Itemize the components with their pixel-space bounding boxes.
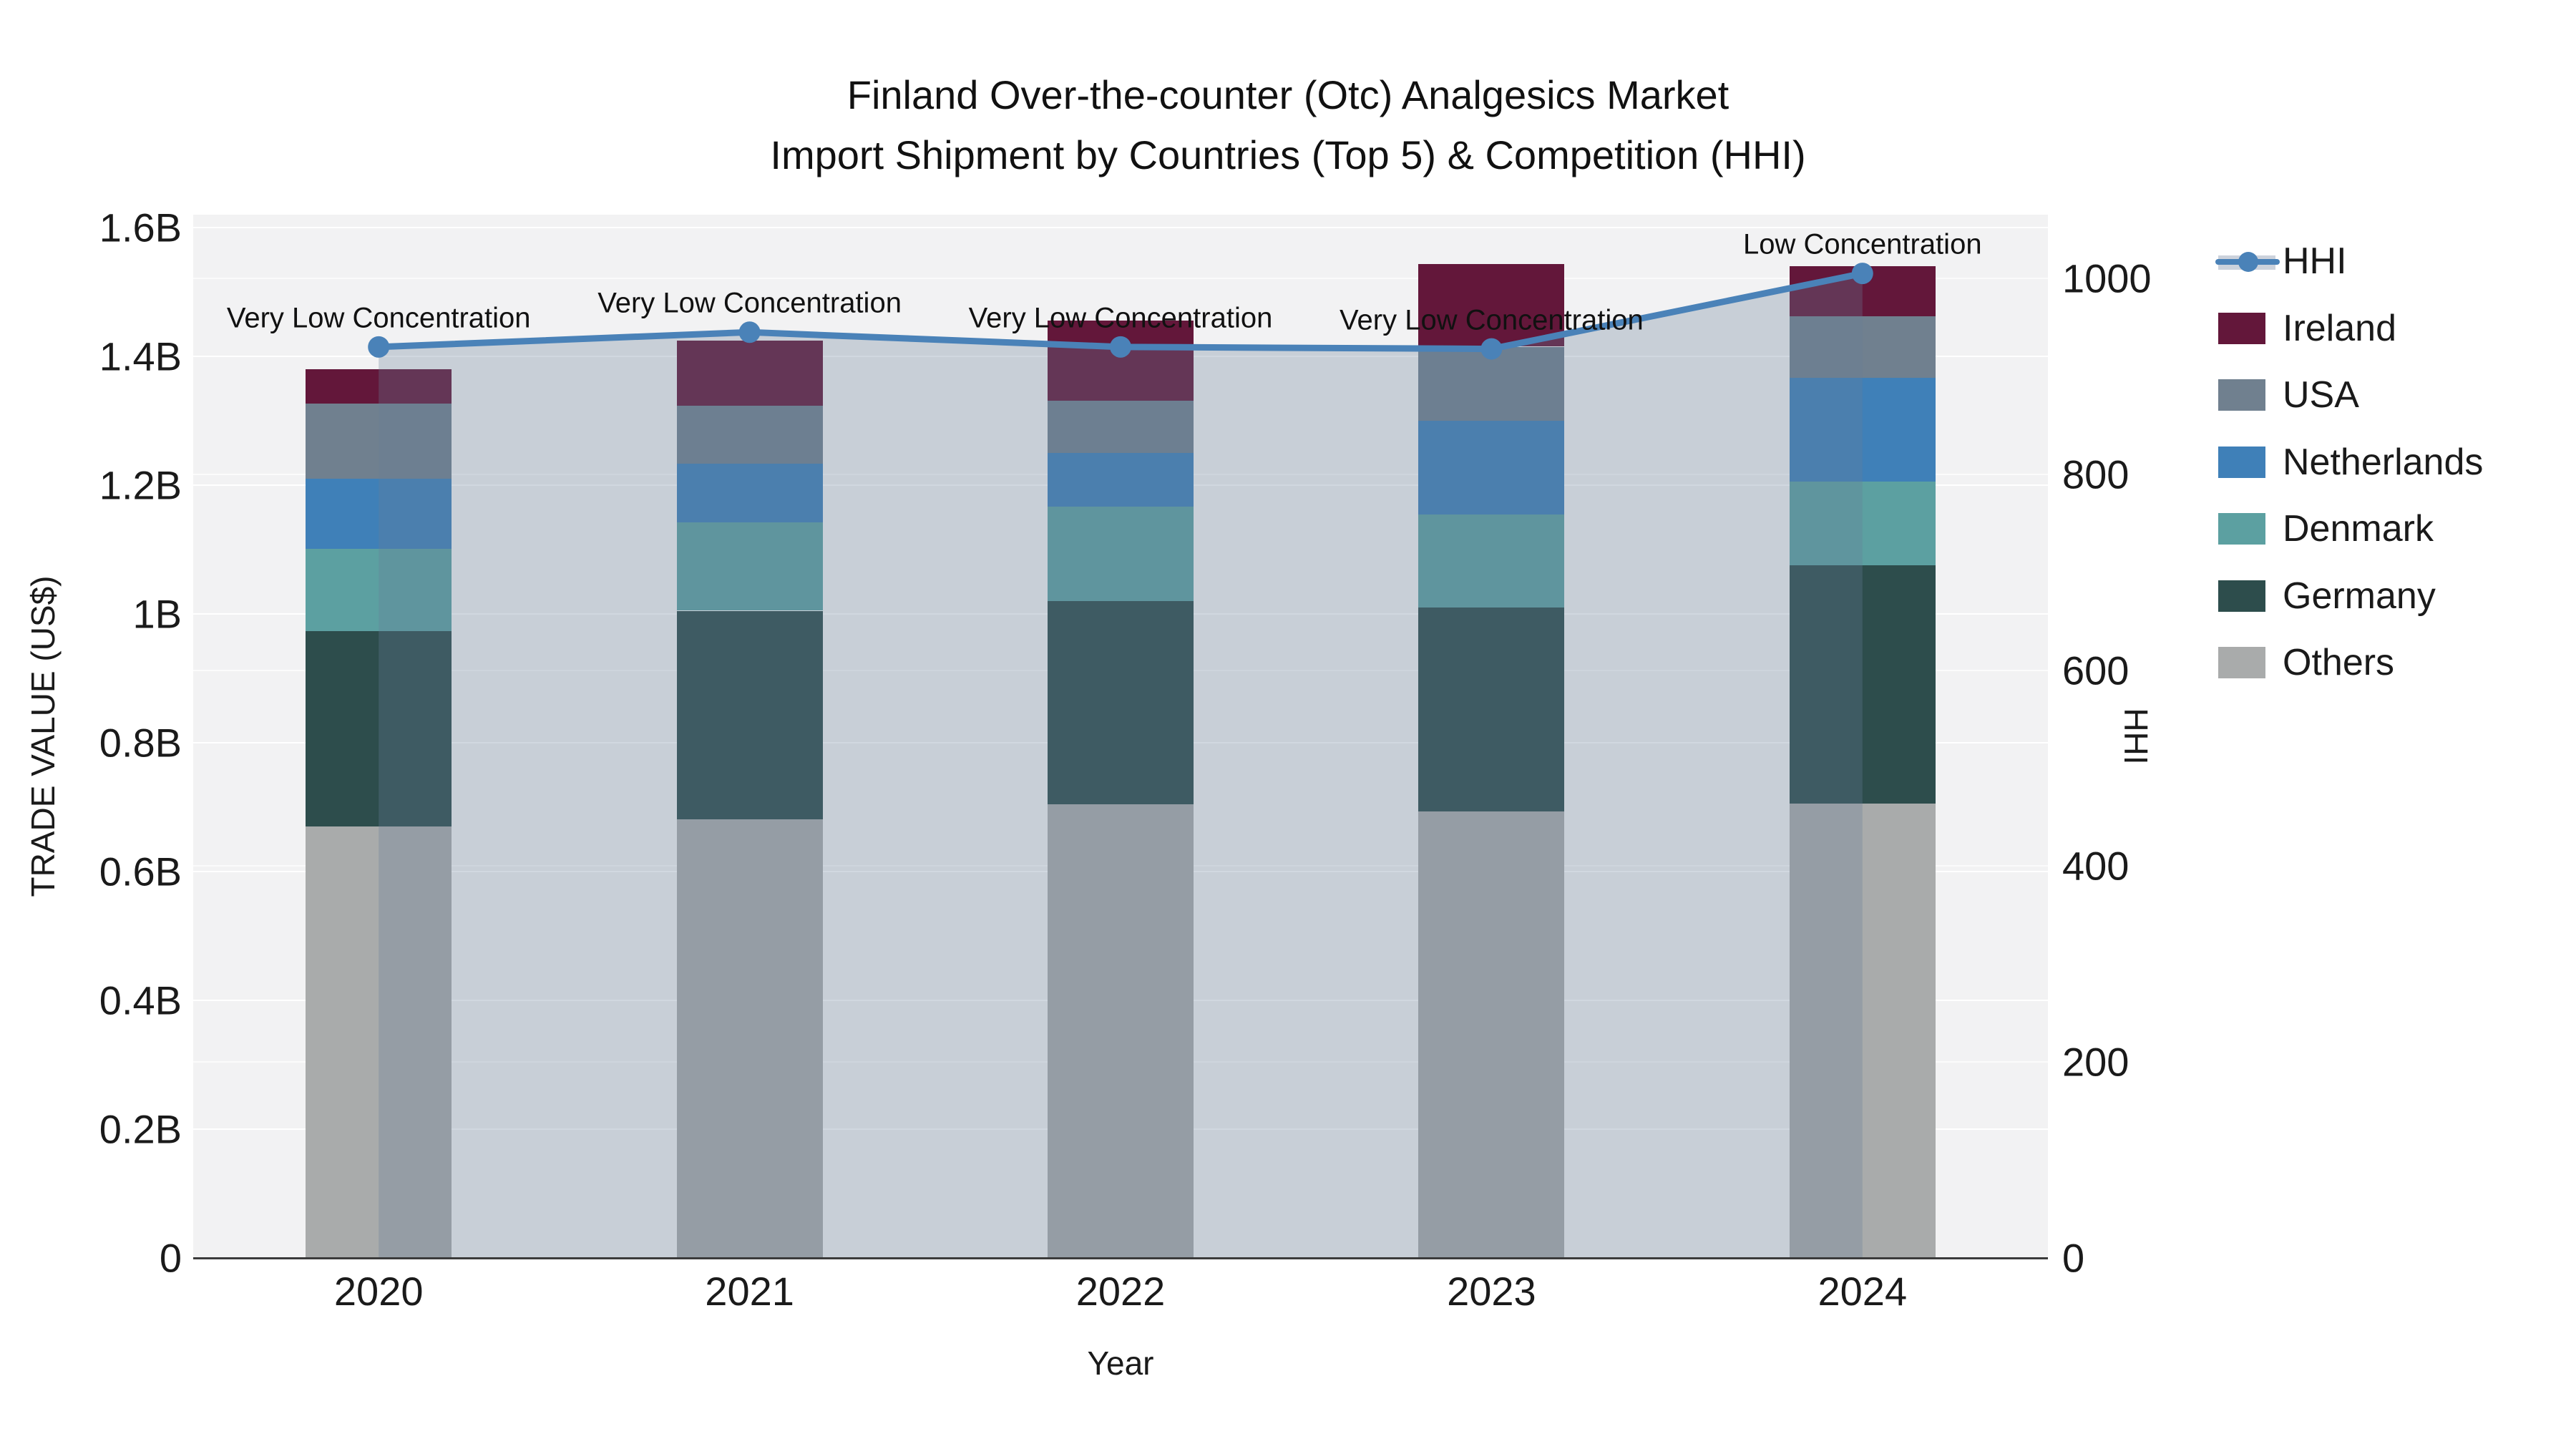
bar-segment-germany-2022 bbox=[1048, 601, 1194, 805]
bar-segment-usa-2021 bbox=[676, 406, 823, 464]
annotation-2023: Very Low Concentration bbox=[1340, 304, 1644, 336]
legend-label: Others bbox=[2283, 642, 2395, 683]
bar-segment-netherlands-2024 bbox=[1789, 377, 1936, 482]
bar-segment-others-2021 bbox=[676, 819, 823, 1258]
legend-label: Netherlands bbox=[2283, 441, 2484, 483]
legend-swatch-usa bbox=[2218, 379, 2265, 411]
y-tick-left: 0.2B bbox=[99, 1106, 182, 1152]
x-tick-2023: 2023 bbox=[1447, 1269, 1536, 1314]
bar-segment-denmark-2023 bbox=[1418, 514, 1565, 608]
hhi-marker-2022 bbox=[1110, 336, 1131, 358]
gridline-left bbox=[193, 227, 2048, 228]
bar-segment-netherlands-2021 bbox=[676, 464, 823, 523]
y-tick-left: 1.4B bbox=[99, 333, 182, 379]
y-tick-left: 1.6B bbox=[99, 205, 182, 250]
bar-segment-germany-2021 bbox=[676, 610, 823, 820]
bar-segment-others-2023 bbox=[1418, 811, 1565, 1258]
y-tick-left: 0.4B bbox=[99, 977, 182, 1023]
bar-segment-netherlands-2020 bbox=[306, 479, 452, 550]
bar-segment-germany-2024 bbox=[1789, 565, 1936, 804]
hhi-area-fill bbox=[379, 273, 1863, 1258]
legend-label: Germany bbox=[2283, 575, 2436, 617]
y-tick-left: 0 bbox=[159, 1235, 182, 1281]
bar-segment-denmark-2020 bbox=[306, 549, 452, 632]
bar-segment-ireland-2023 bbox=[1418, 264, 1565, 347]
y-axis-right-title: HHI bbox=[2117, 708, 2155, 765]
y-tick-left: 1B bbox=[132, 591, 182, 637]
x-axis-line bbox=[193, 1257, 2048, 1259]
bar-segment-denmark-2024 bbox=[1789, 481, 1936, 565]
legend-item-ireland[interactable]: Ireland bbox=[2218, 307, 2562, 350]
bar-segment-denmark-2022 bbox=[1048, 506, 1194, 601]
y-tick-left: 0.6B bbox=[99, 849, 182, 894]
annotation-2020: Very Low Concentration bbox=[226, 302, 531, 334]
bar-segment-usa-2020 bbox=[306, 403, 452, 479]
legend-swatch-others bbox=[2218, 647, 2265, 678]
y-axis-left-title: TRADE VALUE (US$) bbox=[24, 575, 62, 897]
legend-label: Denmark bbox=[2283, 508, 2434, 550]
bar-segment-others-2024 bbox=[1789, 803, 1936, 1258]
legend-label: Ireland bbox=[2283, 307, 2396, 349]
legend-item-others[interactable]: Others bbox=[2218, 641, 2562, 684]
bar-segment-germany-2023 bbox=[1418, 608, 1565, 812]
legend-item-usa[interactable]: USA bbox=[2218, 374, 2562, 416]
bar-segment-ireland-2020 bbox=[306, 369, 452, 404]
y-tick-right: 0 bbox=[2062, 1235, 2085, 1281]
gridline-right bbox=[193, 278, 2048, 279]
y-tick-right: 400 bbox=[2062, 843, 2129, 889]
chart-title-line2: Import Shipment by Countries (Top 5) & C… bbox=[770, 132, 1806, 177]
chart-title-line1: Finland Over-the-counter (Otc) Analgesic… bbox=[847, 72, 1729, 117]
bar-segment-netherlands-2022 bbox=[1048, 453, 1194, 507]
bar-segment-denmark-2021 bbox=[676, 522, 823, 611]
legend-item-germany[interactable]: Germany bbox=[2218, 575, 2562, 618]
x-tick-2022: 2022 bbox=[1075, 1269, 1166, 1314]
legend: HHI Ireland USA Netherlands Denmark Germany Ot… bbox=[2215, 240, 2562, 712]
hhi-marker-2020 bbox=[368, 336, 390, 358]
legend-swatch-denmark bbox=[2218, 513, 2265, 545]
legend-hhi-marker-icon bbox=[2238, 252, 2258, 272]
bar-segment-ireland-2021 bbox=[676, 341, 823, 406]
x-axis-title: Year bbox=[1087, 1345, 1154, 1382]
y-tick-right: 200 bbox=[2062, 1039, 2129, 1085]
x-tick-2021: 2021 bbox=[705, 1269, 794, 1314]
legend-label: USA bbox=[2283, 374, 2359, 416]
legend-item-hhi[interactable]: HHI bbox=[2215, 240, 2562, 283]
bar-segment-usa-2022 bbox=[1048, 401, 1194, 453]
bar-segment-netherlands-2023 bbox=[1418, 421, 1565, 514]
hhi-marker-2021 bbox=[738, 321, 761, 343]
annotation-2024: Low Concentration bbox=[1743, 228, 1982, 260]
legend-label: HHI bbox=[2283, 240, 2347, 282]
annotation-2021: Very Low Concentration bbox=[597, 287, 902, 319]
bar-segment-others-2020 bbox=[306, 826, 452, 1258]
legend-swatch-germany bbox=[2218, 580, 2265, 612]
bar-segment-germany-2020 bbox=[306, 631, 452, 826]
bar-segment-usa-2024 bbox=[1789, 316, 1936, 378]
x-tick-2024: 2024 bbox=[1818, 1269, 1908, 1314]
hhi-marker-2023 bbox=[1480, 338, 1503, 360]
y-tick-right: 600 bbox=[2062, 648, 2129, 693]
hhi-marker-2024 bbox=[1851, 263, 1873, 285]
legend-item-netherlands[interactable]: Netherlands bbox=[2218, 441, 2562, 484]
bar-segment-ireland-2022 bbox=[1048, 320, 1194, 401]
y-tick-right: 800 bbox=[2062, 452, 2129, 497]
legend-swatch-ireland bbox=[2218, 312, 2265, 344]
y-tick-left: 0.8B bbox=[99, 720, 182, 766]
bar-segment-others-2022 bbox=[1048, 804, 1194, 1258]
legend-item-denmark[interactable]: Denmark bbox=[2218, 507, 2562, 550]
y-tick-right: 1000 bbox=[2062, 255, 2152, 301]
annotation-2022: Very Low Concentration bbox=[968, 302, 1273, 334]
legend-swatch-netherlands bbox=[2218, 446, 2265, 478]
x-tick-2020: 2020 bbox=[333, 1269, 424, 1314]
y-tick-left: 1.2B bbox=[99, 462, 182, 508]
